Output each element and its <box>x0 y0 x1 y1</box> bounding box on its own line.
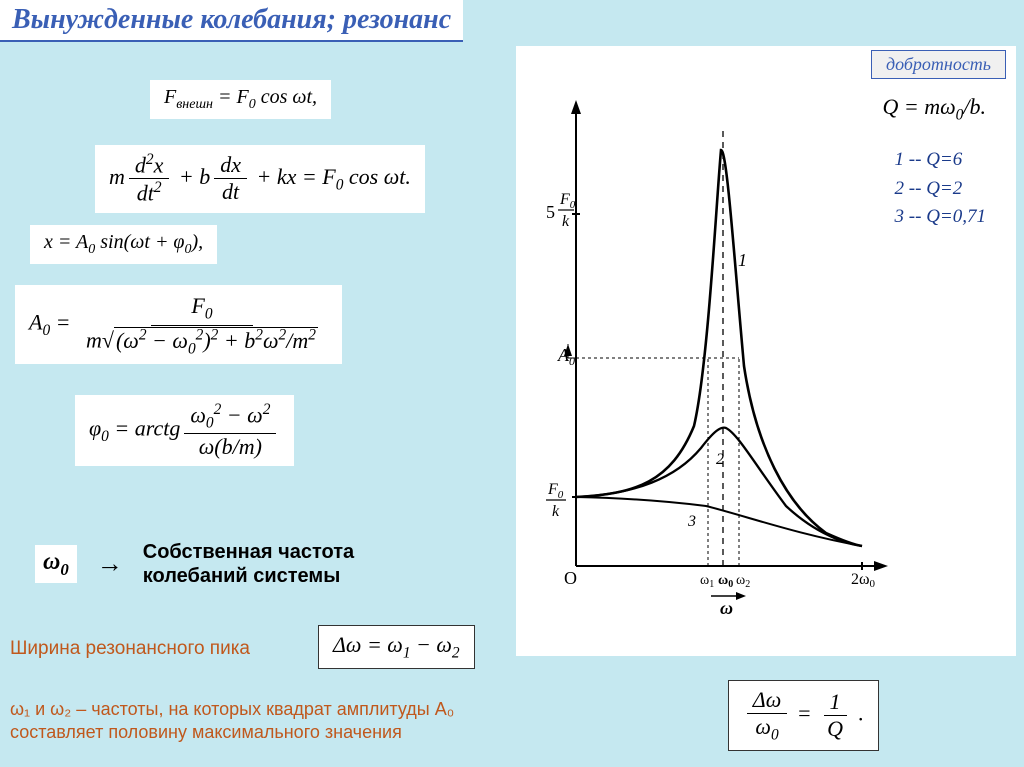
q-formula: Q = mω0/b. <box>882 94 986 124</box>
svg-text:3: 3 <box>687 513 696 530</box>
title-text: Вынужденные колебания; резонанс <box>12 4 451 36</box>
arrow-icon: → <box>97 549 123 579</box>
svg-text:2: 2 <box>716 451 724 468</box>
chart-panel: добротность Q = mω0/b. 1 -- Q=6 2 -- Q=2… <box>516 46 1016 656</box>
svg-text:A0: A0 <box>557 345 575 368</box>
svg-text:F0: F0 <box>547 481 564 501</box>
omega0-symbol: ω0 <box>35 545 77 584</box>
bottom-note: ω₁ и ω₂ – частоты, на которых квадрат ам… <box>10 698 454 745</box>
svg-text:k: k <box>552 503 560 520</box>
omega0-description: Собственная частота колебаний системы <box>143 540 354 588</box>
q-factor-box: добротность <box>871 50 1006 79</box>
q-legend: 1 -- Q=6 2 -- Q=2 3 -- Q=0,71 <box>895 146 986 232</box>
omega0-annotation: ω0 → Собственная частота колебаний систе… <box>35 540 354 588</box>
formula-amplitude: A0 = F0m√(ω2 − ω02)2 + b2ω2/m2 <box>15 285 342 364</box>
width-label: Ширина резонансного пика <box>10 638 250 660</box>
svg-text:ω1: ω1 <box>700 573 714 590</box>
legend-line-1: 1 -- Q=6 <box>895 146 986 175</box>
svg-text:ω2: ω2 <box>736 573 750 590</box>
svg-text:O: O <box>564 568 577 588</box>
resonance-chart: A0 5 F0 k F0 k O ω1 ω0 ω2 2ω0 ω 3 <box>516 86 896 626</box>
formula-delta-q: Δωω0 = 1Q . <box>728 680 879 751</box>
formula-force: Fвнешн = F0 cos ωt, <box>150 80 331 119</box>
svg-text:ω: ω <box>720 598 733 618</box>
bottom-note-line1: ω₁ и ω₂ – частоты, на которых квадрат ам… <box>10 698 454 721</box>
svg-text:ω0: ω0 <box>718 573 733 590</box>
page-title: Вынужденные колебания; резонанс <box>0 0 463 42</box>
svg-text:5: 5 <box>546 202 555 222</box>
formula-delta-omega: Δω = ω1 − ω2 <box>318 625 475 669</box>
omega0-line1: Собственная частота <box>143 540 354 564</box>
formula-motion: md2xdt2 + bdxdt + kx = F0 cos ωt. <box>95 145 425 213</box>
legend-line-2: 2 -- Q=2 <box>895 175 986 204</box>
omega0-line2: колебаний системы <box>143 564 354 588</box>
svg-text:k: k <box>562 213 570 230</box>
bottom-note-line2: составляет половину максимального значен… <box>10 721 454 744</box>
svg-text:F0: F0 <box>559 191 576 211</box>
legend-line-3: 3 -- Q=0,71 <box>895 203 986 232</box>
svg-text:1: 1 <box>738 250 747 270</box>
svg-text:2ω0: 2ω0 <box>851 571 876 590</box>
formula-solution: x = A0 sin(ωt + φ0), <box>30 225 217 264</box>
formula-phase: φ0 = arctgω02 − ω2ω(b/m) <box>75 395 294 466</box>
